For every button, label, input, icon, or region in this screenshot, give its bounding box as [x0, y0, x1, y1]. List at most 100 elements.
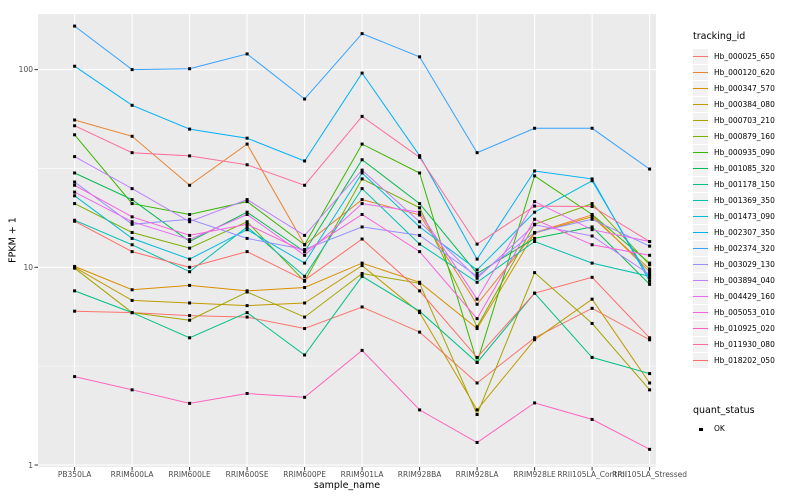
data-point: [188, 127, 192, 131]
data-point: [590, 217, 594, 221]
data-point: [245, 225, 249, 229]
legend-key-line: [693, 231, 708, 234]
data-point: [73, 219, 77, 223]
data-point: [418, 206, 422, 210]
legend-item-label: Hb_004429_160: [714, 291, 775, 301]
data-point: [188, 67, 192, 71]
data-point: [303, 253, 307, 257]
data-point: [303, 353, 307, 357]
data-point: [360, 114, 364, 118]
data-point: [648, 244, 652, 248]
data-point: [303, 315, 307, 319]
data-point: [130, 103, 134, 107]
data-point: [475, 440, 479, 444]
data-point: [73, 155, 77, 159]
legend-key-line: [693, 263, 708, 266]
legend-key-line: [693, 359, 708, 362]
data-point: [73, 180, 77, 184]
data-point: [245, 198, 249, 202]
legend-item-label: Hb_000935_090: [714, 147, 775, 157]
data-point: [648, 261, 652, 265]
data-point: [360, 158, 364, 162]
data-point: [188, 401, 192, 405]
legend-key-swatch: [693, 321, 708, 337]
legend-key-line: [693, 199, 708, 202]
data-point: [590, 202, 594, 206]
data-point: [533, 169, 537, 173]
legend-key-swatch: [693, 129, 708, 145]
data-point: [360, 142, 364, 146]
data-point: [533, 240, 537, 244]
data-point: [188, 270, 192, 274]
data-point: [245, 200, 249, 204]
data-point: [130, 388, 134, 392]
data-point: [360, 305, 364, 309]
black-square-point-icon: [699, 427, 703, 431]
x-tick-label: RRIM600PE: [283, 470, 326, 479]
data-point: [533, 338, 537, 342]
legend-key-swatch: [693, 225, 708, 241]
data-point: [475, 257, 479, 261]
legend-item-label: Hb_002374_320: [714, 243, 775, 253]
data-point: [303, 274, 307, 278]
data-point: [245, 290, 249, 294]
data-point: [360, 168, 364, 172]
data-point: [590, 275, 594, 279]
data-point: [590, 126, 594, 130]
data-point: [360, 71, 364, 75]
data-point: [590, 225, 594, 229]
legend-key-line: [693, 327, 708, 330]
legend-key-swatch: [693, 257, 708, 273]
data-point: [475, 360, 479, 364]
data-point: [533, 200, 537, 204]
legend-key-line: [693, 183, 708, 186]
data-point: [130, 187, 134, 191]
data-point: [130, 236, 134, 240]
y-axis-title: FPKM + 1: [7, 217, 19, 263]
data-point: [360, 264, 364, 268]
data-point: [533, 230, 537, 234]
data-point: [245, 136, 249, 140]
data-point: [73, 194, 77, 198]
data-point: [303, 327, 307, 331]
data-point: [533, 236, 537, 240]
data-point: [360, 187, 364, 191]
data-point: [130, 288, 134, 292]
data-point: [590, 215, 594, 219]
legend-item-label: Hb_003894_040: [714, 275, 775, 285]
data-point: [590, 417, 594, 421]
data-point: [245, 52, 249, 56]
data-point: [590, 177, 594, 181]
data-point: [130, 198, 134, 202]
data-point: [475, 302, 479, 306]
legend-key-line: [693, 247, 708, 250]
data-point: [418, 225, 422, 229]
data-point: [590, 297, 594, 301]
legend-item-label: Hb_001473_090: [714, 211, 775, 221]
data-point: [475, 413, 479, 417]
legend-key-swatch: [693, 337, 708, 353]
data-point: [73, 24, 77, 28]
data-point: [245, 236, 249, 240]
data-point: [303, 395, 307, 399]
data-point: [303, 243, 307, 247]
legend-key-swatch: [693, 193, 708, 209]
legend-title-quant-status: quant_status: [693, 405, 755, 416]
data-point: [188, 318, 192, 322]
data-point: [303, 183, 307, 187]
data-point: [533, 204, 537, 208]
data-point: [418, 281, 422, 285]
data-point: [130, 298, 134, 302]
data-point: [418, 220, 422, 224]
data-point: [648, 338, 652, 342]
legend-key-swatch: [693, 209, 708, 225]
data-point: [245, 222, 249, 226]
data-point: [475, 408, 479, 412]
legend-key-swatch: [693, 177, 708, 193]
data-point: [648, 270, 652, 274]
data-point: [418, 330, 422, 334]
legend-item-label: Hb_001369_350: [714, 195, 775, 205]
legend-item-label: Hb_003029_130: [714, 259, 775, 269]
